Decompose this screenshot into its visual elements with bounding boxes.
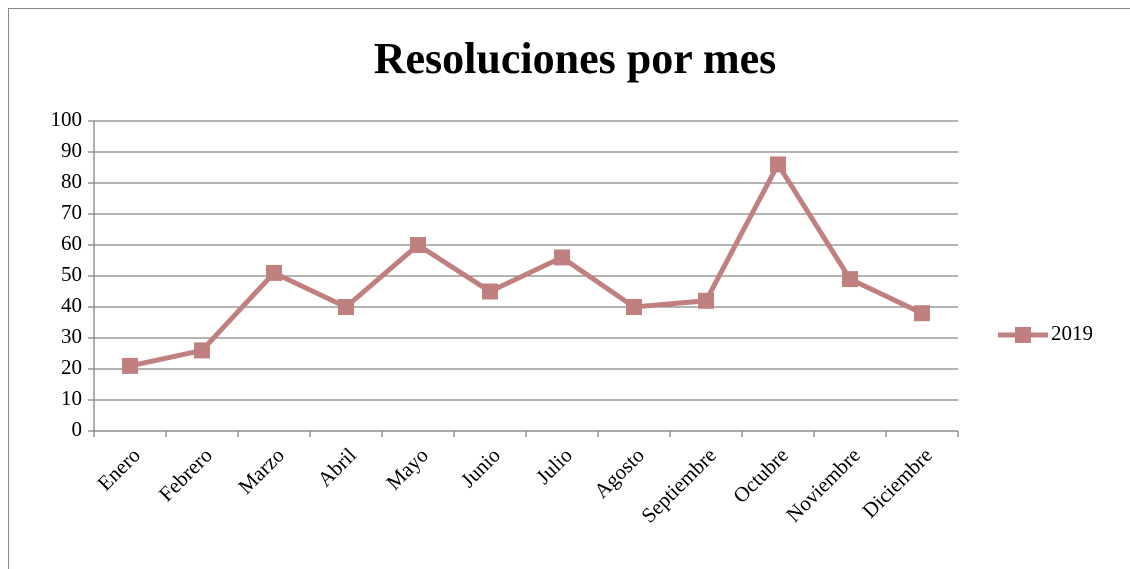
marker — [122, 357, 138, 374]
marker — [626, 299, 642, 315]
y-tick-label: 10 — [61, 386, 82, 410]
y-tick-label: 70 — [61, 200, 82, 224]
y-tick-label: 100 — [51, 107, 83, 131]
marker — [842, 271, 858, 288]
marker — [698, 292, 714, 309]
y-tick-label: 80 — [61, 169, 82, 193]
y-tick-label: 0 — [72, 417, 83, 441]
y-tick-label: 40 — [61, 293, 82, 317]
marker — [338, 299, 354, 315]
marker — [770, 156, 786, 173]
marker — [410, 237, 426, 253]
marker — [194, 342, 210, 359]
y-tick-label: 90 — [61, 138, 82, 162]
marker — [482, 283, 498, 300]
marker — [554, 249, 570, 266]
chart-title: Resoluciones por mes — [374, 34, 777, 83]
marker — [266, 264, 282, 281]
y-tick-label: 60 — [61, 231, 82, 255]
y-tick-label: 30 — [61, 324, 82, 348]
legend-marker — [1015, 327, 1031, 343]
legend-label: 2019 — [1051, 321, 1093, 345]
series-line — [129, 161, 924, 369]
chart-frame — [8, 8, 1130, 569]
marker — [914, 305, 930, 322]
y-tick-label: 20 — [61, 355, 82, 379]
y-tick-label: 50 — [61, 262, 82, 286]
